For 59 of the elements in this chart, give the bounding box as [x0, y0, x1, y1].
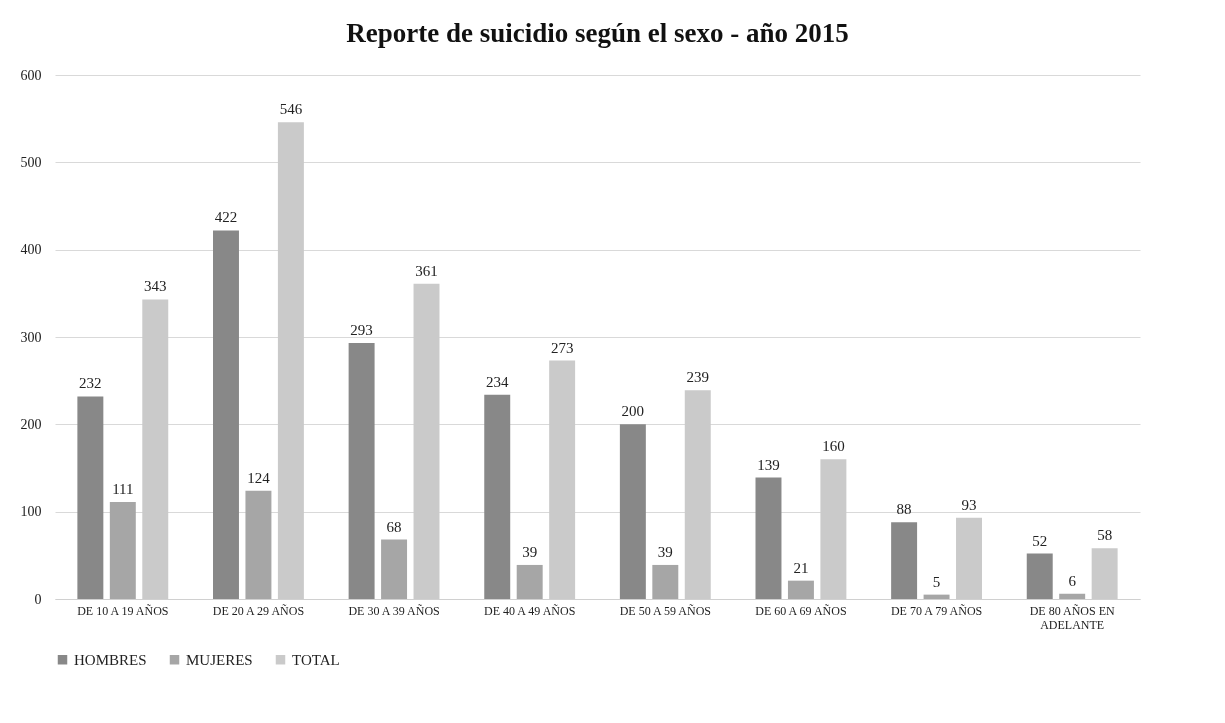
legend-label: HOMBRES	[74, 651, 147, 668]
y-tick-label: 500	[20, 154, 42, 170]
data-label: 343	[144, 278, 167, 295]
bar	[213, 230, 239, 599]
data-label: 5	[932, 573, 941, 590]
data-label: 124	[247, 469, 271, 486]
bar	[348, 343, 375, 599]
data-label: 21	[793, 559, 809, 576]
bar	[109, 502, 136, 599]
data-label: 273	[550, 339, 574, 356]
bar	[891, 522, 918, 599]
data-label: 58	[1097, 527, 1113, 544]
data-label: 232	[79, 375, 102, 392]
data-label: 293	[350, 322, 373, 339]
y-tick-label: 300	[20, 329, 42, 345]
x-tick-label: DE 50 A 59 AÑOS	[619, 603, 711, 618]
data-label: 160	[822, 438, 845, 455]
y-tick-label: 0	[34, 591, 42, 607]
bar	[245, 490, 272, 599]
x-tick-label: DE 60 A 69 AÑOS	[755, 603, 847, 618]
data-label: 39	[522, 543, 538, 560]
data-label: 234	[485, 373, 509, 390]
data-label: 88	[896, 501, 912, 518]
x-tick-label: DE 30 A 39 AÑOS	[348, 603, 440, 618]
y-tick-label: 600	[20, 67, 42, 83]
x-tick-label: DE 10 A 19 AÑOS	[77, 603, 169, 618]
x-tick-label: DE 40 A 49 AÑOS	[484, 603, 576, 618]
x-tick-label: DE 70 A 79 AÑOS	[890, 603, 983, 618]
bar	[755, 477, 782, 599]
y-tick-label: 400	[20, 242, 42, 258]
bar	[1059, 593, 1086, 599]
data-label: 68	[386, 518, 402, 535]
bar	[787, 580, 814, 599]
bar	[516, 564, 543, 599]
data-label: 39	[657, 543, 673, 560]
x-tick-label: DE 20 A 29 AÑOS	[212, 603, 305, 618]
data-label: 139	[757, 456, 780, 473]
y-tick-label: 200	[20, 416, 42, 432]
data-label: 111	[112, 481, 134, 498]
x-tick-label: DE 80 AÑOS EN ADELANTE	[1029, 603, 1116, 632]
chart-title: Reporte de suicidio según el sexo - año 2015	[346, 18, 849, 48]
data-label: 200	[621, 403, 645, 420]
data-label: 239	[686, 369, 710, 386]
legend-label: TOTAL	[292, 651, 340, 668]
bar	[77, 396, 104, 599]
data-label: 93	[961, 496, 977, 513]
data-label: 52	[1032, 532, 1048, 549]
bar	[652, 564, 679, 599]
bar	[923, 594, 950, 599]
y-tick-label: 100	[20, 504, 42, 520]
bar	[1026, 553, 1053, 599]
data-label: 6	[1068, 572, 1077, 589]
bar	[484, 394, 511, 599]
data-label: 546	[279, 101, 303, 118]
data-label: 422	[214, 209, 238, 226]
bar	[381, 539, 408, 599]
bar	[619, 424, 646, 599]
data-label: 361	[415, 262, 438, 279]
legend-label: MUJERES	[186, 651, 253, 668]
